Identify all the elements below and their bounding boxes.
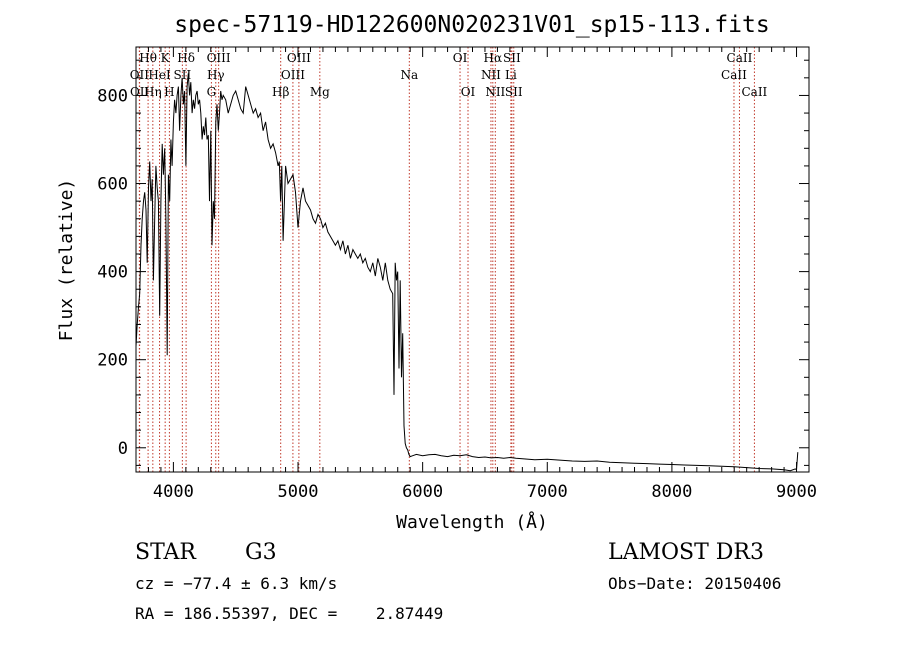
x-tick-label: 8000	[651, 482, 692, 502]
redshift-velocity: cz = −77.4 ± 6.3 km/s	[135, 574, 338, 593]
chart-title: spec-57119-HD122600N020231V01_sp15-113.f…	[174, 12, 769, 38]
object-class: STAR	[135, 540, 196, 565]
x-tick-label: 7000	[527, 482, 568, 502]
spectral-line-markers	[138, 47, 755, 472]
survey-name: LAMOST DR3	[608, 540, 764, 565]
y-tick-label: 400	[97, 263, 128, 283]
observation-date: Obs−Date: 20150406	[608, 574, 782, 593]
line-label-1: OII	[130, 68, 150, 82]
x-tick-label: 6000	[402, 482, 443, 502]
line-label-6: Hδ	[177, 51, 195, 65]
x-axis-label: Wavelength (Å)	[396, 511, 548, 533]
spectrum-series	[135, 73, 799, 472]
axis-tick-labels: 4000 5000 6000 7000 8000 9000 0 200 400 600 800	[97, 86, 817, 502]
axis-ticks	[135, 47, 810, 472]
object-subclass: G3	[245, 540, 277, 565]
line-label-27: CaII	[741, 85, 767, 99]
line-label-20: NII	[481, 68, 501, 82]
line-label-7: SII	[174, 68, 192, 82]
line-label-16: Na	[400, 68, 418, 82]
y-tick-label: 600	[97, 175, 128, 195]
x-tick-label: 5000	[278, 482, 319, 502]
y-tick-label: 0	[118, 439, 128, 459]
line-label-18: OI	[461, 85, 476, 99]
line-label-22: SII	[503, 51, 521, 65]
line-label-0: Hθ	[139, 51, 157, 65]
line-label-11: G	[207, 85, 217, 99]
line-label-4: HeI	[148, 68, 171, 82]
line-label-21: NII	[485, 85, 505, 99]
y-tick-label: 800	[97, 86, 128, 106]
y-tick-label: 200	[97, 351, 128, 371]
line-label-3: K	[161, 51, 171, 65]
line-label-15: Mg	[310, 85, 330, 99]
line-label-14: Hβ	[272, 85, 289, 99]
y-axis-label: Flux (relative)	[56, 179, 77, 342]
x-tick-label: 4000	[153, 482, 194, 502]
line-label-5: Hη	[144, 85, 162, 99]
line-label-12: OIII	[287, 51, 311, 65]
line-label-26: CaII	[721, 68, 747, 82]
line-label-10: Hγ	[207, 68, 225, 82]
line-label-9: OIII	[207, 51, 231, 65]
line-label-8: H	[164, 85, 174, 99]
line-label-2: OII	[130, 85, 150, 99]
line-label-13: OIII	[281, 68, 305, 82]
x-tick-label: 9000	[776, 482, 817, 502]
plot-frame	[135, 46, 810, 473]
line-label-25: CaII	[727, 51, 753, 65]
line-label-24: SII	[505, 85, 523, 99]
line-label-19: Hα	[484, 51, 503, 65]
coordinates: RA = 186.55397, DEC = 2.87449	[135, 604, 444, 623]
line-label-17: OI	[453, 51, 468, 65]
spectrum-line	[135, 73, 799, 472]
line-label-23: Li	[505, 68, 517, 82]
